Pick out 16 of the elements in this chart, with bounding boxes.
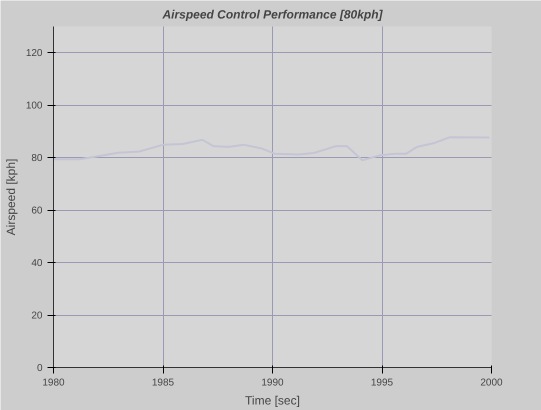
- y-tick-label: 100: [26, 100, 43, 112]
- y-tick-label: 120: [26, 48, 43, 60]
- x-tick-label: 1995: [370, 378, 394, 388]
- y-tick-label: 0: [36, 363, 43, 374]
- x-tick-label: 1980: [42, 378, 66, 388]
- x-tick-label: 1985: [152, 378, 175, 388]
- y-tick-label: 60: [31, 206, 43, 217]
- y-tick-label: 20: [31, 310, 43, 322]
- x-tick-label: 2000: [480, 378, 504, 388]
- y-axis-title: Airspeed [kph]: [4, 158, 18, 236]
- x-axis-title: Time [sec]: [245, 394, 300, 408]
- y-tick-label: 80: [31, 153, 43, 164]
- y-tick-label: 40: [31, 258, 43, 270]
- x-tick-label: 1990: [261, 378, 284, 388]
- chart-title: Airspeed Control Performance [80kph]: [161, 8, 384, 22]
- line-series: [54, 136, 490, 162]
